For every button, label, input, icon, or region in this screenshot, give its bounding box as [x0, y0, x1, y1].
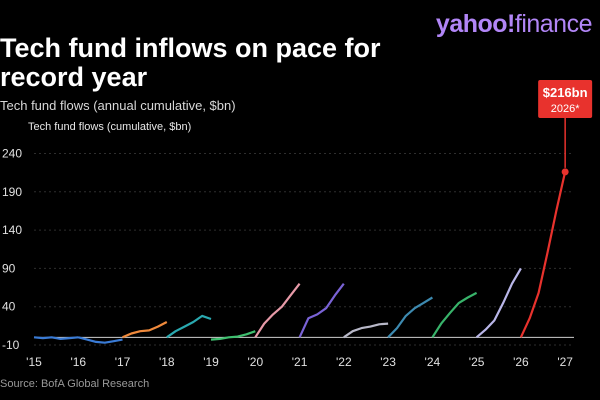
x-tick-label: '23 — [380, 355, 396, 369]
series-line — [431, 291, 478, 338]
source-note: Source: BofA Global Research — [0, 378, 150, 390]
yahoo-finance-logo: yahoo!finance — [435, 10, 593, 38]
series-line — [33, 336, 79, 340]
chart-subtitle: Tech fund flows (annual cumulative, $bn) — [0, 98, 236, 113]
series-line — [387, 296, 433, 339]
annotation-box — [538, 80, 593, 118]
y-tick-label: -10 — [2, 338, 20, 352]
annotation-label: 2026* — [551, 103, 580, 115]
y-tick-label: 240 — [2, 146, 22, 160]
y-tick-label: 90 — [2, 261, 16, 275]
series-line — [298, 283, 345, 338]
series-line — [166, 314, 212, 339]
x-tick-label: '17 — [115, 355, 131, 369]
y-tick-label: 140 — [2, 223, 22, 237]
series-line — [210, 330, 256, 341]
x-tick-label: '18 — [159, 355, 175, 369]
series-line — [122, 321, 168, 339]
x-tick-label: '24 — [425, 355, 441, 369]
y-tick-label: 40 — [2, 300, 16, 314]
x-tick-label: '25 — [469, 355, 485, 369]
chart-title: Tech fund inflows on pace for record yea… — [0, 33, 381, 92]
series-line — [343, 322, 389, 339]
series-line — [78, 336, 123, 344]
annotation-value: $216bn — [543, 85, 588, 100]
x-tick-label: '22 — [336, 355, 352, 369]
x-tick-label: '15 — [26, 355, 42, 369]
x-tick-label: '20 — [247, 355, 263, 369]
endpoint-marker — [561, 168, 569, 176]
x-tick-label: '27 — [557, 355, 573, 369]
y-axis-title: Tech fund flows (cumulative, $bn) — [28, 121, 192, 133]
x-tick-label: '26 — [513, 355, 529, 369]
y-tick-label: 190 — [2, 185, 22, 199]
x-tick-label: '19 — [203, 355, 219, 369]
series-line — [254, 283, 301, 338]
x-tick-label: '21 — [292, 355, 308, 369]
series-line — [475, 267, 522, 339]
series-line — [519, 171, 567, 338]
x-tick-label: '16 — [70, 355, 86, 369]
